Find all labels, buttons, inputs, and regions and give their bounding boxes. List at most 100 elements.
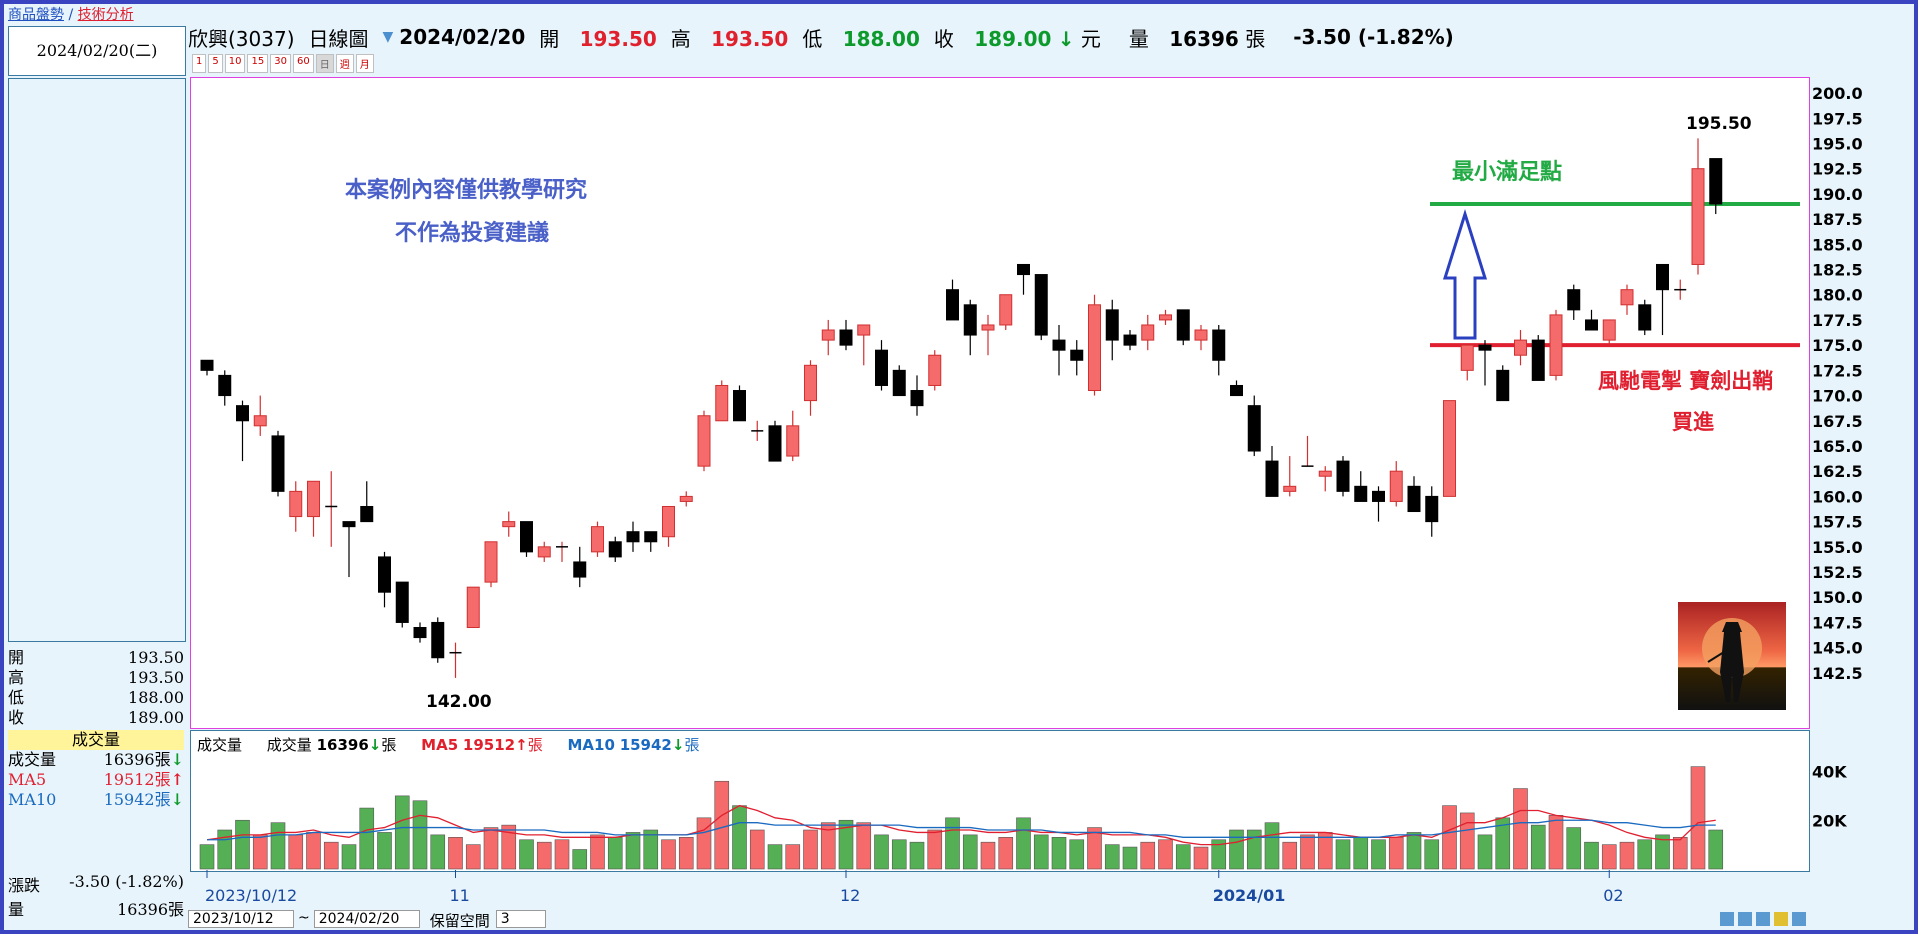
zoom-out-icon[interactable] bbox=[1756, 912, 1770, 926]
volume-row-label: 成交量 bbox=[8, 750, 57, 769]
volume-row-label: MA10 bbox=[8, 790, 57, 809]
volume-row: MA10 15942張↓ bbox=[8, 790, 184, 810]
candle-body bbox=[786, 425, 800, 457]
y-tick-label: 170.0 bbox=[1812, 387, 1863, 406]
candle-body bbox=[981, 324, 995, 331]
candle-body bbox=[857, 324, 871, 336]
period-label[interactable]: 日線圖 bbox=[308, 26, 369, 51]
candle-body bbox=[413, 626, 427, 639]
x-tick-label: 12 bbox=[840, 886, 860, 905]
breadcrumb-item-tech[interactable]: 技術分析 bbox=[77, 7, 134, 23]
volume-bar bbox=[430, 834, 446, 870]
y-tick-label: 167.5 bbox=[1812, 412, 1863, 431]
x-tick-label: 11 bbox=[450, 886, 470, 905]
volume-bar bbox=[501, 824, 517, 870]
y-tick-label: 162.5 bbox=[1812, 462, 1863, 481]
volume-bar bbox=[661, 839, 676, 870]
breadcrumb-item-market[interactable]: 商品盤勢 bbox=[8, 7, 64, 23]
toolbar-icons bbox=[1720, 912, 1806, 926]
volume-bar bbox=[1122, 846, 1138, 870]
volume-bar bbox=[998, 837, 1014, 870]
volume-bar bbox=[483, 827, 499, 870]
volume-bar bbox=[1264, 822, 1280, 870]
dropdown-icon[interactable]: ▼ bbox=[382, 29, 394, 45]
zoom-in-icon[interactable] bbox=[1738, 912, 1752, 926]
volume-bar bbox=[714, 780, 730, 870]
volume-legend-value: 16396 bbox=[316, 736, 369, 754]
period-button-1[interactable]: 1 bbox=[192, 54, 207, 73]
ma10-legend-unit: 張 bbox=[684, 736, 700, 754]
candle-body bbox=[1496, 369, 1510, 402]
volume-bar bbox=[1371, 839, 1386, 870]
candle-body bbox=[1159, 314, 1172, 321]
crosshair-icon[interactable] bbox=[1774, 912, 1788, 926]
period-button-30[interactable]: 30 bbox=[270, 54, 291, 73]
open-label: 開 bbox=[539, 26, 560, 51]
volume-legend: 成交量 成交量 16396↓張 MA5 19512↑張 MA10 15942↓張 bbox=[197, 734, 699, 755]
period-button-週[interactable]: 週 bbox=[335, 54, 354, 73]
date-box: 2024/02/20(二) bbox=[8, 26, 186, 76]
volume-bar bbox=[1424, 839, 1440, 870]
period-button-60[interactable]: 60 bbox=[292, 54, 314, 73]
keep-space-input[interactable]: 3 bbox=[495, 910, 546, 928]
candle-body bbox=[573, 561, 587, 578]
volume-bar bbox=[1388, 837, 1404, 870]
candle-body bbox=[431, 621, 445, 659]
candle-body bbox=[1123, 334, 1137, 346]
candle-body bbox=[1407, 485, 1421, 513]
candle-body bbox=[1709, 158, 1723, 205]
volume-bar bbox=[341, 844, 357, 870]
period-button-5[interactable]: 5 bbox=[208, 54, 223, 73]
candle-body bbox=[200, 359, 214, 371]
volume-bar bbox=[235, 819, 250, 870]
up-arrow-icon: ↑ bbox=[515, 736, 528, 754]
candle-body bbox=[626, 531, 640, 543]
volume-legend-unit: 張 bbox=[381, 736, 397, 754]
volume-label: 量 bbox=[8, 900, 25, 919]
volume-bar bbox=[519, 839, 534, 870]
volume-info: 成交量 16396張↓ MA5 19512張↑ MA10 15942張↓ bbox=[8, 750, 184, 810]
candle-body bbox=[378, 556, 391, 593]
volume-bar bbox=[785, 844, 801, 870]
volume-bar bbox=[1193, 846, 1209, 870]
candle-body bbox=[1265, 460, 1279, 497]
to-date-input[interactable]: 2024/02/20 bbox=[313, 910, 420, 928]
vol-unit: 張 bbox=[1245, 26, 1266, 51]
period-button-15[interactable]: 15 bbox=[247, 54, 269, 73]
period-button-10[interactable]: 10 bbox=[224, 54, 246, 73]
candle-body bbox=[1336, 460, 1350, 492]
from-date-input[interactable]: 2023/10/12 bbox=[188, 910, 294, 928]
volume-bar bbox=[1566, 827, 1582, 870]
scroll-left-icon[interactable] bbox=[1720, 912, 1734, 926]
volume-value: 16396張 bbox=[117, 900, 184, 919]
volume-bar bbox=[767, 844, 783, 870]
candle-body bbox=[342, 521, 356, 528]
candle-body bbox=[679, 495, 693, 502]
y-tick-label: 172.5 bbox=[1812, 361, 1863, 380]
candle-body bbox=[1567, 289, 1581, 311]
volume-bar bbox=[980, 841, 996, 870]
current-date: 2024/02/20(二) bbox=[36, 41, 158, 60]
volume-bar bbox=[412, 800, 428, 870]
volume-bar bbox=[306, 832, 321, 870]
ma5-legend-label: MA5 bbox=[421, 736, 459, 754]
volume-bar bbox=[1335, 839, 1351, 870]
y-tick-label: 197.5 bbox=[1812, 109, 1863, 128]
settings-icon[interactable] bbox=[1792, 912, 1806, 926]
ohlc-value: 193.50 bbox=[128, 648, 184, 667]
period-button-月[interactable]: 月 bbox=[355, 54, 374, 73]
period-button-日[interactable]: 日 bbox=[315, 54, 334, 73]
candle-body bbox=[1176, 309, 1190, 341]
breadcrumb[interactable]: 商品盤勢 / 技術分析 bbox=[8, 7, 134, 23]
candle-body bbox=[839, 329, 853, 346]
volume-bar bbox=[1051, 837, 1067, 870]
volume-y-tick: 20K bbox=[1812, 811, 1847, 830]
min-target-label: 最小滿足點 bbox=[1452, 160, 1563, 185]
left-panel-blank bbox=[8, 78, 186, 642]
candle-body bbox=[821, 329, 835, 341]
volume-bar bbox=[607, 837, 623, 870]
candle-body bbox=[715, 384, 729, 422]
period-buttons: 1 5 10 15 30 60 日週月 bbox=[192, 54, 376, 73]
volume-bar bbox=[891, 839, 907, 870]
